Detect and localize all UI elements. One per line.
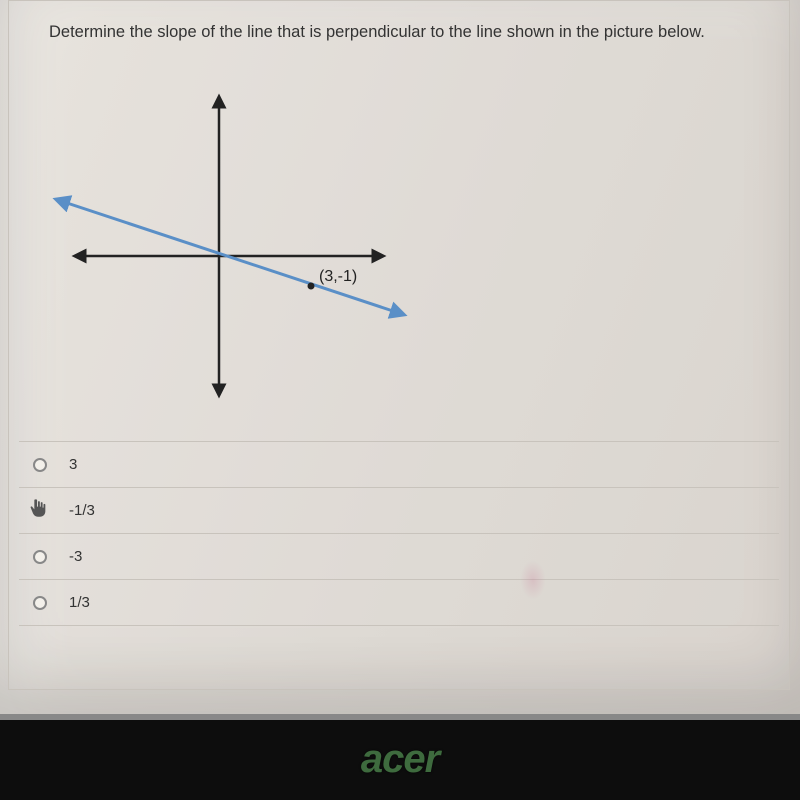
- radio-icon[interactable]: [33, 550, 47, 564]
- radio-icon[interactable]: [33, 458, 47, 472]
- radio-icon[interactable]: [33, 596, 47, 610]
- option-row[interactable]: -3: [19, 533, 779, 579]
- option-label: 1/3: [69, 594, 90, 611]
- question-card: Determine the slope of the line that is …: [8, 0, 790, 690]
- option-label: -1/3: [69, 502, 95, 519]
- option-row[interactable]: 3: [19, 441, 779, 487]
- screenshot-root: Determine the slope of the line that is …: [0, 0, 800, 800]
- coordinate-graph: (3,-1): [49, 71, 409, 401]
- option-label: -3: [69, 548, 82, 565]
- labeled-point-text: (3,-1): [319, 268, 357, 285]
- option-label: 3: [69, 456, 77, 473]
- question-prompt: Determine the slope of the line that is …: [49, 23, 705, 42]
- worksheet-page: Determine the slope of the line that is …: [0, 0, 800, 720]
- option-row[interactable]: -1/3: [19, 487, 779, 533]
- option-row[interactable]: 1/3: [19, 579, 779, 626]
- answer-options: 3 -1/3 -3 1/3: [19, 441, 779, 626]
- laptop-bezel: acer: [0, 720, 800, 800]
- labeled-point-dot: [308, 283, 315, 290]
- laptop-brand-logo: acer: [361, 737, 439, 782]
- pointer-cursor-icon: [27, 497, 49, 524]
